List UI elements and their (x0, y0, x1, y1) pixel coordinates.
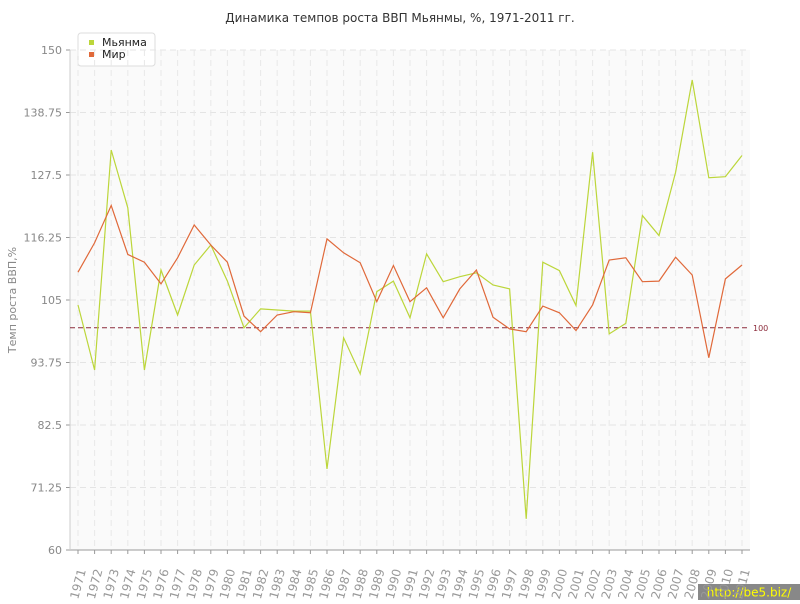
y-tick-label: 60 (48, 544, 62, 557)
y-tick-label: 138.75 (24, 107, 63, 120)
reference-label: 100 (753, 324, 768, 333)
legend-label: Мьянма (102, 36, 147, 49)
watermark: http://be5.biz/ (707, 586, 792, 600)
y-tick-label: 116.25 (24, 232, 63, 245)
y-tick-label: 93.75 (31, 357, 63, 370)
y-tick-label: 82.5 (38, 419, 63, 432)
legend-swatch (89, 52, 94, 57)
series-line (77, 203, 743, 358)
y-tick-label: 127.5 (31, 169, 63, 182)
y-tick-label: 71.25 (31, 482, 63, 495)
legend-label: Мир (102, 48, 126, 61)
watermark-box (698, 584, 800, 600)
y-axis-label: Темп роста ВВП,% (6, 247, 19, 354)
y-tick-label: 150 (41, 44, 62, 57)
chart-title: Динамика темпов роста ВВП Мьянмы, %, 197… (225, 11, 574, 25)
series-line (77, 79, 743, 519)
y-tick-label: 105 (41, 294, 62, 307)
legend-swatch (89, 40, 94, 45)
